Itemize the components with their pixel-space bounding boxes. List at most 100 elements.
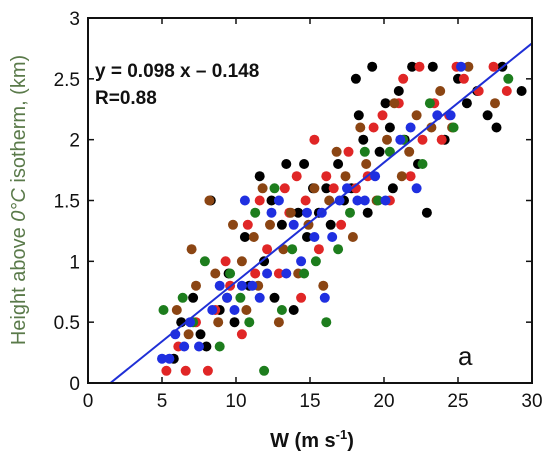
data-point xyxy=(281,159,292,169)
y-tick-label: 1.5 xyxy=(54,192,80,213)
data-point xyxy=(393,86,404,96)
data-point xyxy=(276,305,287,315)
data-point xyxy=(384,122,395,133)
y-axis-label-part3: isotherm, (km) xyxy=(8,55,30,188)
data-point xyxy=(276,219,287,230)
data-point xyxy=(188,292,199,303)
data-point xyxy=(396,171,407,182)
data-point xyxy=(373,195,384,206)
data-point xyxy=(225,268,236,279)
data-point xyxy=(281,268,292,279)
data-point xyxy=(254,292,265,303)
data-point xyxy=(334,195,345,206)
data-point xyxy=(421,207,432,218)
data-point xyxy=(324,195,335,206)
data-point xyxy=(362,207,373,218)
data-point xyxy=(300,195,311,206)
data-point xyxy=(309,232,320,242)
data-point xyxy=(293,207,304,218)
data-point xyxy=(321,171,332,182)
data-point xyxy=(302,232,312,242)
data-point xyxy=(288,219,299,230)
y-tick-label: 3 xyxy=(69,9,80,30)
axis-ticks: 0 5 10 15 20 25 30 0 0.5 1 1.5 2 2.5 3 xyxy=(54,9,543,412)
data-point xyxy=(384,146,395,157)
data-point xyxy=(266,195,277,206)
data-point xyxy=(333,159,344,169)
data-point xyxy=(359,146,370,157)
data-point xyxy=(269,183,280,194)
correlation-coefficient: R=0.88 xyxy=(95,88,157,109)
data-point xyxy=(186,244,197,255)
y-axis-label: Height above 0°C isotherm, (km) xyxy=(8,55,30,345)
x-axis-label: W (m s-1) xyxy=(270,427,354,452)
data-point xyxy=(265,219,275,230)
data-point xyxy=(405,122,416,133)
data-point xyxy=(456,61,466,72)
data-point xyxy=(279,183,290,194)
y-tick-label: 2 xyxy=(69,131,80,152)
data-point xyxy=(424,98,435,109)
data-point xyxy=(250,268,261,279)
data-point xyxy=(448,122,459,133)
x-tick-label: 15 xyxy=(299,391,320,412)
data-point xyxy=(299,159,310,169)
data-point xyxy=(239,232,250,242)
data-point xyxy=(414,61,425,72)
data-point xyxy=(269,292,280,303)
y-tick-label: 0.5 xyxy=(54,313,80,334)
data-point xyxy=(164,353,175,364)
data-point xyxy=(395,134,406,145)
data-point xyxy=(461,98,472,109)
data-point xyxy=(191,280,201,291)
data-point xyxy=(250,207,261,218)
data-point xyxy=(318,280,329,291)
data-point xyxy=(380,195,391,206)
data-point xyxy=(336,219,347,230)
data-point xyxy=(333,244,344,255)
y-axis-label-part1: Height above xyxy=(8,222,30,345)
data-point xyxy=(343,146,354,157)
data-point xyxy=(389,98,400,109)
data-point xyxy=(325,219,336,230)
data-point xyxy=(516,86,527,96)
data-point xyxy=(327,232,338,242)
data-point xyxy=(359,195,370,206)
data-point xyxy=(273,195,284,206)
regression-equation: y = 0.098 x – 0.148 xyxy=(95,61,259,82)
data-point xyxy=(157,353,167,364)
data-point xyxy=(229,317,240,328)
data-point xyxy=(299,268,310,279)
data-point xyxy=(242,219,253,230)
data-point xyxy=(417,159,428,169)
data-point xyxy=(352,195,363,206)
data-point xyxy=(463,61,474,72)
data-point xyxy=(491,122,502,133)
panel-label: a xyxy=(458,341,473,371)
data-point xyxy=(201,341,212,352)
data-point xyxy=(236,256,247,267)
data-point xyxy=(347,232,358,242)
data-point xyxy=(273,268,284,279)
data-point xyxy=(411,183,422,194)
data-point xyxy=(345,207,355,218)
data-point xyxy=(214,341,225,352)
data-point xyxy=(288,305,299,315)
data-point xyxy=(313,244,324,255)
data-point xyxy=(213,317,224,328)
data-point xyxy=(374,146,385,157)
data-point xyxy=(220,256,231,267)
data-point xyxy=(361,159,372,169)
data-point xyxy=(236,329,247,340)
data-point xyxy=(350,73,361,84)
data-point xyxy=(458,73,469,84)
x-tick-label: 10 xyxy=(225,391,246,412)
y-tick-label: 1 xyxy=(69,252,80,273)
data-point xyxy=(310,256,321,267)
data-point xyxy=(370,171,381,182)
data-point xyxy=(488,61,499,72)
data-point xyxy=(262,244,273,255)
data-point xyxy=(387,183,398,194)
data-point xyxy=(273,317,284,328)
